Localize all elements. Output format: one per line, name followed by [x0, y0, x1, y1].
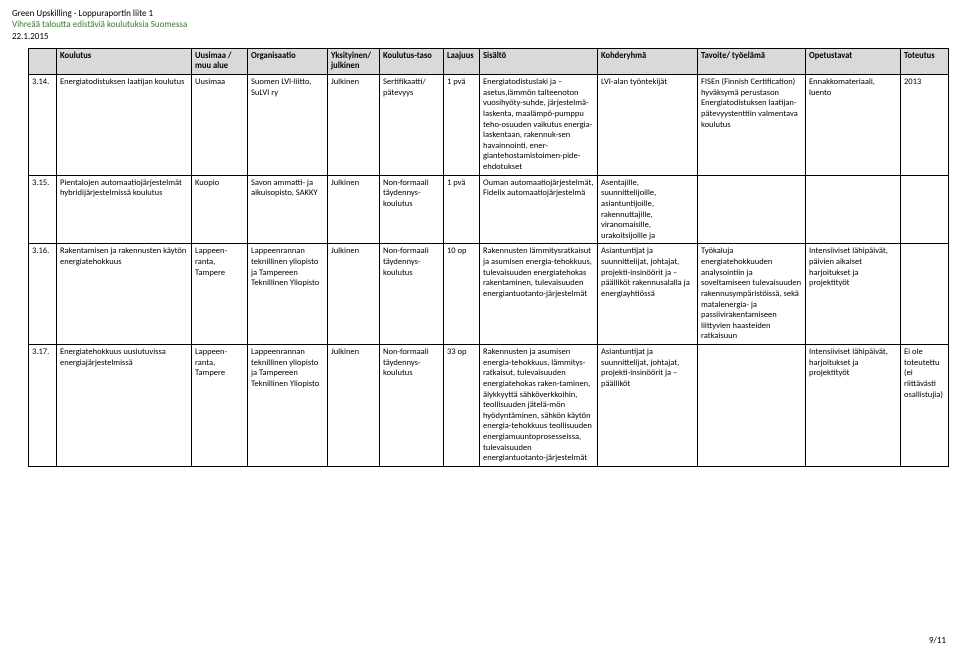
cell-methods: [806, 175, 901, 244]
cell-org: Savon ammatti- ja aikuisopisto, SAKKY: [248, 175, 328, 244]
cell-level: Sertifikaatti/ pätevyys: [380, 75, 444, 176]
cell-region: Lappeen-ranta, Tampere: [192, 244, 248, 345]
cell-course: Energiatehokkuus uusiutuvissa energiajär…: [57, 345, 192, 467]
cell-methods: Intensiiviset lähipäivät, päivien aikais…: [806, 244, 901, 345]
cell-level: Non-formaali täydennys-koulutus: [380, 244, 444, 345]
col-toteutus: Toteutus: [901, 48, 949, 74]
cell-index: 3.14.: [29, 75, 57, 176]
table-row: 3.16. Rakentamisen ja rakennusten käytön…: [29, 244, 949, 345]
col-content: Sisältö: [480, 48, 598, 74]
cell-course: Rakentamisen ja rakennusten käytön energ…: [57, 244, 192, 345]
col-region: Uusimaa / muu alue: [192, 48, 248, 74]
cell-goal: [698, 175, 806, 244]
col-goal: Tavoite/ työelämä: [698, 48, 806, 74]
cell-course: Pientalojen automaatiojärjestelmät hybri…: [57, 175, 192, 244]
cell-org: Suomen LVI-liitto, SuLVI ry: [248, 75, 328, 176]
cell-region: Kuopio: [192, 175, 248, 244]
cell-level: Non-formaali täydennys-koulutus: [380, 175, 444, 244]
cell-org: Lappeenrannan teknillinen yliopisto ja T…: [248, 345, 328, 467]
cell-tot: 2013: [901, 75, 949, 176]
cell-extent: 1 pvä: [444, 175, 480, 244]
cell-content: Ouman automaatiojärjestelmät, Fidelix au…: [480, 175, 598, 244]
col-private: Yksityinen/ julkinen: [328, 48, 380, 74]
col-group: Kohderyhmä: [598, 48, 698, 74]
cell-content: Rakennusten lämmitysratkaisut ja asumise…: [480, 244, 598, 345]
cell-private: Julkinen: [328, 75, 380, 176]
cell-goal: Työkaluja energiatehokkuuden analysointi…: [698, 244, 806, 345]
cell-index: 3.17.: [29, 345, 57, 467]
cell-org: Lappeenrannan teknillinen yliopisto ja T…: [248, 244, 328, 345]
cell-content: Energiatodistuslaki ja –asetus,lämmön ta…: [480, 75, 598, 176]
col-course: Koulutus: [57, 48, 192, 74]
doc-date: 22.1.2015: [12, 31, 948, 42]
doc-subtitle: Vihreää taloutta edistäviä koulutuksia S…: [12, 19, 948, 30]
cell-group: Asentajille, suunnittelijoille, asiantun…: [598, 175, 698, 244]
cell-private: Julkinen: [328, 175, 380, 244]
col-index: [29, 48, 57, 74]
cell-goal: [698, 345, 806, 467]
page: Green Upskilling - Loppuraportin liite 1…: [0, 0, 960, 652]
cell-methods: Ennakkomateriaali, luento: [806, 75, 901, 176]
col-org: Organisaatio: [248, 48, 328, 74]
cell-level: Non-formaali täydennys-koulutus: [380, 345, 444, 467]
col-extent: Laajuus: [444, 48, 480, 74]
cell-region: Uusimaa: [192, 75, 248, 176]
table-row: 3.17. Energiatehokkuus uusiutuvissa ener…: [29, 345, 949, 467]
cell-tot: [901, 175, 949, 244]
cell-private: Julkinen: [328, 345, 380, 467]
courses-table: Koulutus Uusimaa / muu alue Organisaatio…: [28, 48, 949, 467]
cell-region: Lappeen-ranta, Tampere: [192, 345, 248, 467]
cell-index: 3.16.: [29, 244, 57, 345]
page-number: 9/11: [929, 635, 946, 646]
cell-group: LVI-alan työntekijät: [598, 75, 698, 176]
cell-course: Energiatodistuksen laatijan koulutus: [57, 75, 192, 176]
cell-index: 3.15.: [29, 175, 57, 244]
col-level: Koulutus-taso: [380, 48, 444, 74]
table-header-row: Koulutus Uusimaa / muu alue Organisaatio…: [29, 48, 949, 74]
cell-tot: Ei ole toteutettu (ei riittävästi osalli…: [901, 345, 949, 467]
cell-group: Asiantuntijat ja suunnittelijat, johtaja…: [598, 244, 698, 345]
cell-methods: Intensiiviset lähipäivät, harjoitukset j…: [806, 345, 901, 467]
cell-group: Asiantuntijat ja suunnittelijat, johtaja…: [598, 345, 698, 467]
cell-content: Rakennusten ja asumisen energia-tehokkuu…: [480, 345, 598, 467]
cell-tot: [901, 244, 949, 345]
table-row: 3.15. Pientalojen automaatiojärjestelmät…: [29, 175, 949, 244]
col-methods: Opetustavat: [806, 48, 901, 74]
cell-private: Julkinen: [328, 244, 380, 345]
table-row: 3.14. Energiatodistuksen laatijan koulut…: [29, 75, 949, 176]
cell-extent: 10 op: [444, 244, 480, 345]
doc-title: Green Upskilling - Loppuraportin liite 1: [12, 8, 948, 19]
cell-extent: 33 op: [444, 345, 480, 467]
cell-extent: 1 pvä: [444, 75, 480, 176]
cell-goal: FISEn (Finnish Certification) hyväksymä …: [698, 75, 806, 176]
table-body: 3.14. Energiatodistuksen laatijan koulut…: [29, 75, 949, 467]
